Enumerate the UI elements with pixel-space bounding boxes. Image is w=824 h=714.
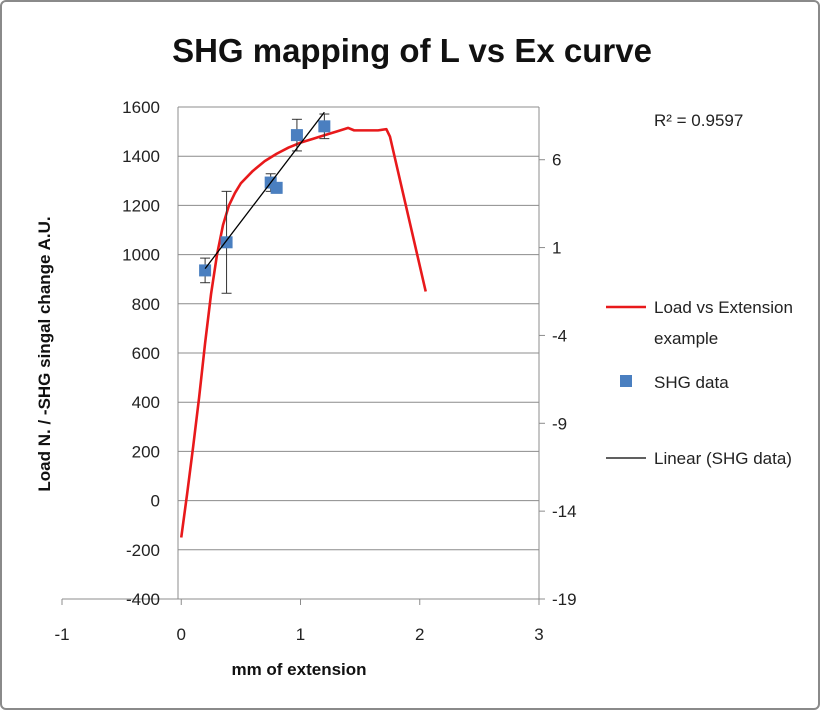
y-tick-label: 1200	[122, 196, 160, 215]
legend: Load vs Extension example SHG data Linear (…	[606, 298, 793, 468]
load-extension-series-line	[179, 126, 427, 538]
shg-data-point	[270, 181, 283, 194]
y-tick-label: 800	[132, 295, 160, 314]
y2-tick-label: 6	[552, 151, 561, 170]
x-axis-title: mm of extension	[231, 660, 366, 679]
y-axis-title: Load N. / -SHG singal change A.U.	[35, 216, 54, 491]
y2-tick-label: -4	[552, 326, 567, 345]
x-tick-label: 3	[534, 625, 543, 644]
legend-label: Linear (SHG data)	[654, 449, 792, 468]
x-tick-label: 2	[415, 625, 424, 644]
y2-tick-label: -19	[552, 590, 577, 609]
y-tick-label: 200	[132, 442, 160, 461]
x-tick-label: 0	[177, 625, 186, 644]
legend-swatch-shg	[620, 375, 632, 387]
shg-data-point	[199, 264, 212, 277]
y2-tick-label: -9	[552, 414, 567, 433]
shg-data-point	[318, 120, 331, 133]
legend-label: SHG data	[654, 373, 729, 392]
y-tick-label: 0	[151, 492, 160, 511]
x-tick-label: -1	[54, 625, 69, 644]
chart-title: SHG mapping of L vs Ex curve	[172, 32, 652, 69]
y-tick-label: 1400	[122, 147, 160, 166]
y-tick-label: 600	[132, 344, 160, 363]
r-squared-annotation: R² = 0.9597	[654, 111, 743, 130]
legend-label: Load vs Extension example	[654, 298, 793, 348]
y-tick-label: -200	[126, 541, 160, 560]
shg-data-point	[290, 129, 303, 142]
y-tick-label: 1600	[122, 98, 160, 117]
x-tick-label: 1	[296, 625, 305, 644]
y-tick-label: -400	[126, 590, 160, 609]
y2-tick-label: -14	[552, 502, 577, 521]
y2-tick-label: 1	[552, 239, 561, 258]
y-tick-label: 400	[132, 393, 160, 412]
trendline-series-line	[204, 111, 325, 270]
y-tick-label: 1000	[122, 246, 160, 265]
